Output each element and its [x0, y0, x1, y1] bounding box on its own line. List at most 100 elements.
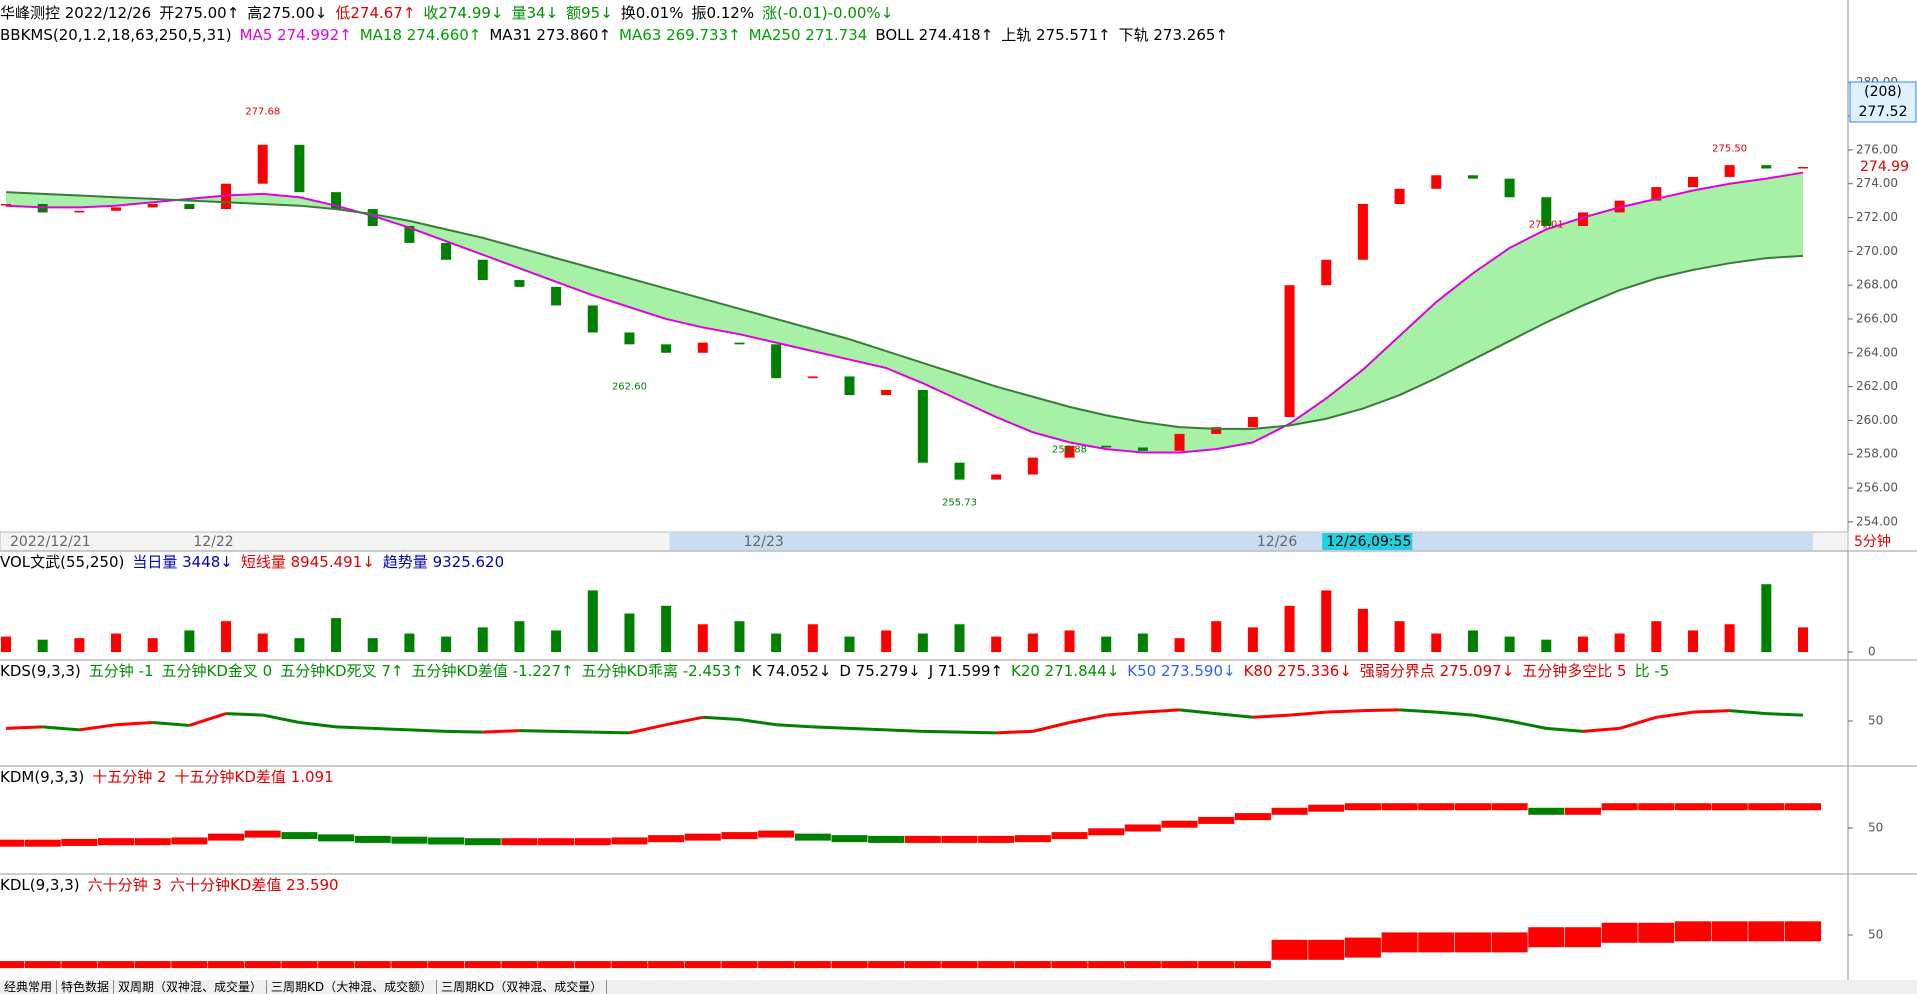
candle: [1, 204, 11, 206]
date-label: 12/26: [1257, 534, 1297, 550]
indicator-text: 华峰测控 2022/12/26: [0, 4, 152, 22]
indicator-text: 强弱分界点 275.097↓: [1359, 662, 1515, 680]
kd-segment: [1326, 709, 1363, 714]
candle: [1284, 285, 1295, 418]
volume-bar: [147, 638, 158, 652]
volume-bar: [74, 638, 85, 652]
y-tick-label: 270.00: [1856, 244, 1898, 258]
kd-band: [0, 839, 24, 847]
indicator-text: KDS(9,3,3): [0, 662, 81, 680]
kd-segment: [1509, 719, 1547, 730]
indicator-text: 短线量 8945.491↓: [240, 553, 375, 571]
tab-bar: 经典常用 特色数据 双周期（双神混、成交量） 三周期KD（大神混、成交额） 三周期KD（…: [0, 980, 1917, 994]
candle: [1504, 178, 1515, 198]
kd-band: [1344, 937, 1381, 958]
kd-segment: [42, 725, 80, 732]
candle: [1798, 166, 1808, 169]
tab[interactable]: 三周期KD（双神混、成交量）: [437, 980, 608, 994]
kd-segment: [482, 729, 520, 734]
volume-bar: [991, 636, 1002, 652]
kd-band: [1418, 803, 1455, 811]
kd-band: [1601, 922, 1638, 943]
indicator-text: 上轨 275.571↑: [1001, 26, 1111, 44]
candle: [1724, 165, 1735, 177]
volume-bar: [1798, 627, 1808, 652]
volume-bar: [1174, 638, 1185, 652]
volume-bar: [477, 627, 488, 652]
candle: [331, 192, 342, 210]
tab[interactable]: 三周期KD（大神混、成交额）: [267, 980, 438, 994]
kd-band: [1051, 961, 1088, 969]
indicator-text: 十五分钟 2: [92, 768, 167, 786]
indicator-text: KDM(9,3,3): [0, 768, 85, 786]
volume-bar: [587, 590, 598, 652]
kd-band: [134, 838, 171, 846]
indicator-text: 五分钟多空比 5: [1522, 662, 1627, 680]
kd-band: [1234, 813, 1271, 821]
candle: [1467, 175, 1478, 179]
candle: [844, 376, 855, 396]
volume-bar: [1, 636, 11, 652]
candle: [1394, 188, 1405, 204]
kd-band: [391, 961, 428, 969]
candle: [551, 286, 562, 306]
candle: [991, 474, 1002, 480]
kd-segment: [739, 718, 777, 727]
kd-band: [1198, 816, 1235, 824]
volume-bar: [1027, 633, 1038, 652]
kd-band: [354, 961, 391, 969]
kd-band: [1308, 804, 1345, 812]
volume-bar: [367, 638, 378, 652]
indicator-row: KDL(9,3,3) 六十分钟 3 六十分钟KD差值 23.590: [0, 876, 347, 894]
kd-band: [464, 838, 501, 846]
kd-segment: [1546, 726, 1584, 733]
kd-band: [281, 832, 318, 840]
kd-band: [904, 835, 941, 843]
kd-band: [244, 961, 281, 969]
indicator-text: 量34↓: [511, 4, 559, 22]
volume-bar: [661, 605, 672, 652]
candle: [1651, 187, 1662, 201]
tab[interactable]: 经典常用: [0, 980, 58, 994]
kd-segment: [702, 715, 740, 722]
kd-band: [1198, 961, 1235, 969]
last-price: 274.99: [1860, 159, 1909, 175]
volume-bar: [1211, 621, 1222, 652]
indicator-row: KDS(9,3,3) 五分钟 -1 五分钟KD金叉 0 五分钟KD死叉 7↑ 五分钟KD…: [0, 662, 1677, 680]
kd-segment: [262, 713, 300, 724]
kd-band: [794, 961, 831, 969]
kd-band: [171, 837, 208, 845]
volume-bar: [1137, 633, 1148, 652]
kd-segment: [336, 725, 373, 730]
kd-segment: [1619, 715, 1657, 730]
y-tick-label: 262.00: [1856, 379, 1898, 393]
indicator-text: 下轨 273.265↑: [1118, 26, 1228, 44]
candle: [954, 462, 965, 480]
kd-band: [391, 836, 428, 844]
kd-band: [1271, 807, 1308, 815]
date-label: 12/23: [743, 534, 783, 550]
tab[interactable]: 双周期（双神混、成交量）: [114, 980, 268, 994]
kd-band: [1638, 922, 1675, 943]
tab[interactable]: 特色数据: [57, 980, 115, 994]
kd-segment: [886, 728, 923, 733]
kd-band: [1381, 932, 1418, 953]
kd-band: [428, 961, 465, 969]
indicator-text: K50 273.590↓: [1127, 662, 1236, 680]
kd-segment: [79, 723, 117, 732]
kd-segment: [1766, 712, 1804, 717]
kd-band: [538, 838, 575, 846]
y-tick-label: 50: [1868, 928, 1883, 942]
kd-band: [244, 830, 281, 838]
candle: [1211, 427, 1222, 434]
y-tick-label: 276.00: [1856, 142, 1898, 156]
indicator-text: MA5 274.992↑: [239, 26, 352, 44]
candle: [441, 242, 452, 260]
indicator-text: MA18 274.660↑: [359, 26, 482, 44]
kd-band: [318, 834, 355, 842]
candle: [1687, 176, 1698, 188]
indicator-text: 涨(-0.01)-0.00%↓: [762, 4, 894, 22]
kd-segment: [409, 728, 447, 733]
kd-band: [208, 833, 245, 841]
